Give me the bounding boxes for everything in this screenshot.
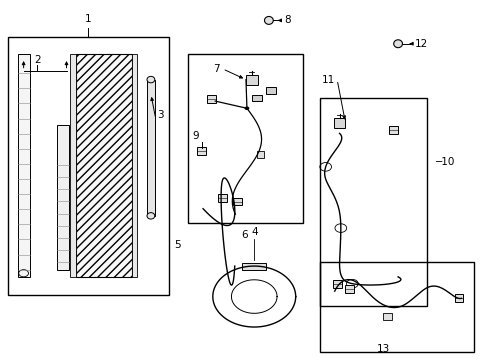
Text: 2: 2: [34, 55, 41, 65]
Bar: [332, 280, 341, 288]
Bar: [383, 314, 391, 320]
Bar: [266, 87, 276, 94]
Text: 4: 4: [250, 228, 257, 237]
Bar: [333, 118, 345, 128]
Text: 1: 1: [85, 14, 92, 24]
Bar: [232, 198, 241, 206]
Bar: [320, 262, 473, 352]
Bar: [256, 151, 264, 158]
Text: 8: 8: [284, 15, 290, 26]
Bar: [242, 263, 266, 270]
Text: 5: 5: [174, 239, 181, 249]
Bar: [320, 98, 427, 306]
Ellipse shape: [147, 213, 155, 219]
Text: 7: 7: [213, 64, 220, 74]
Text: 9: 9: [192, 131, 199, 140]
Bar: [188, 54, 303, 223]
Bar: [218, 194, 226, 202]
Text: 11: 11: [321, 75, 334, 85]
Ellipse shape: [147, 76, 155, 83]
Bar: [18, 54, 30, 277]
Bar: [147, 80, 155, 216]
Ellipse shape: [264, 17, 273, 24]
Bar: [454, 294, 463, 302]
Bar: [70, 54, 76, 277]
Bar: [207, 95, 216, 103]
Bar: [57, 125, 69, 270]
Bar: [344, 285, 353, 293]
Text: 6: 6: [241, 230, 247, 240]
Bar: [197, 147, 205, 155]
Bar: [132, 54, 137, 277]
Bar: [245, 75, 257, 85]
Bar: [388, 126, 397, 134]
Bar: [251, 95, 261, 101]
Bar: [8, 37, 168, 295]
Text: ─10: ─10: [434, 157, 453, 167]
Circle shape: [244, 107, 249, 110]
Text: 13: 13: [376, 344, 389, 354]
Ellipse shape: [393, 40, 402, 48]
Text: 3: 3: [157, 111, 163, 121]
Text: 12: 12: [414, 39, 427, 49]
Bar: [76, 54, 132, 277]
